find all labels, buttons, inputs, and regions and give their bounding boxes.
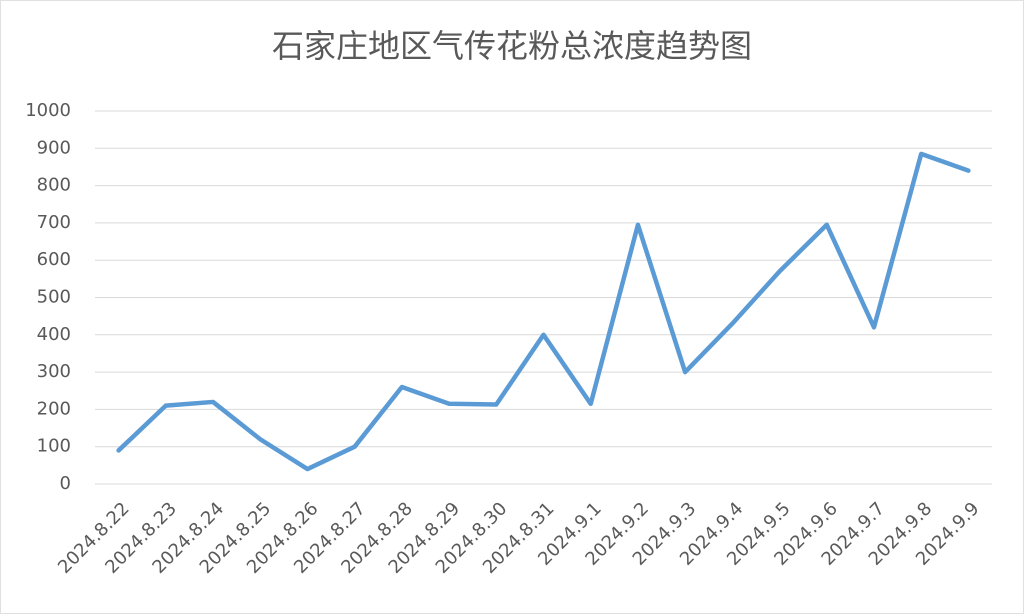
y-tick-label: 600 [37, 249, 71, 270]
y-tick-label: 0 [60, 473, 71, 494]
y-tick-label: 100 [37, 436, 71, 457]
y-tick-label: 800 [37, 175, 71, 196]
y-tick-label: 1000 [25, 100, 71, 121]
y-tick-label: 200 [37, 398, 71, 419]
y-tick-label: 500 [37, 287, 71, 308]
line [116, 151, 971, 472]
y-tick-label: 900 [37, 137, 71, 158]
chart-title: 石家庄地区气传花粉总浓度趋势图 [272, 27, 752, 65]
y-tick-label: 700 [37, 212, 71, 233]
y-tick-label: 300 [37, 361, 71, 382]
y-tick-label: 400 [37, 324, 71, 345]
